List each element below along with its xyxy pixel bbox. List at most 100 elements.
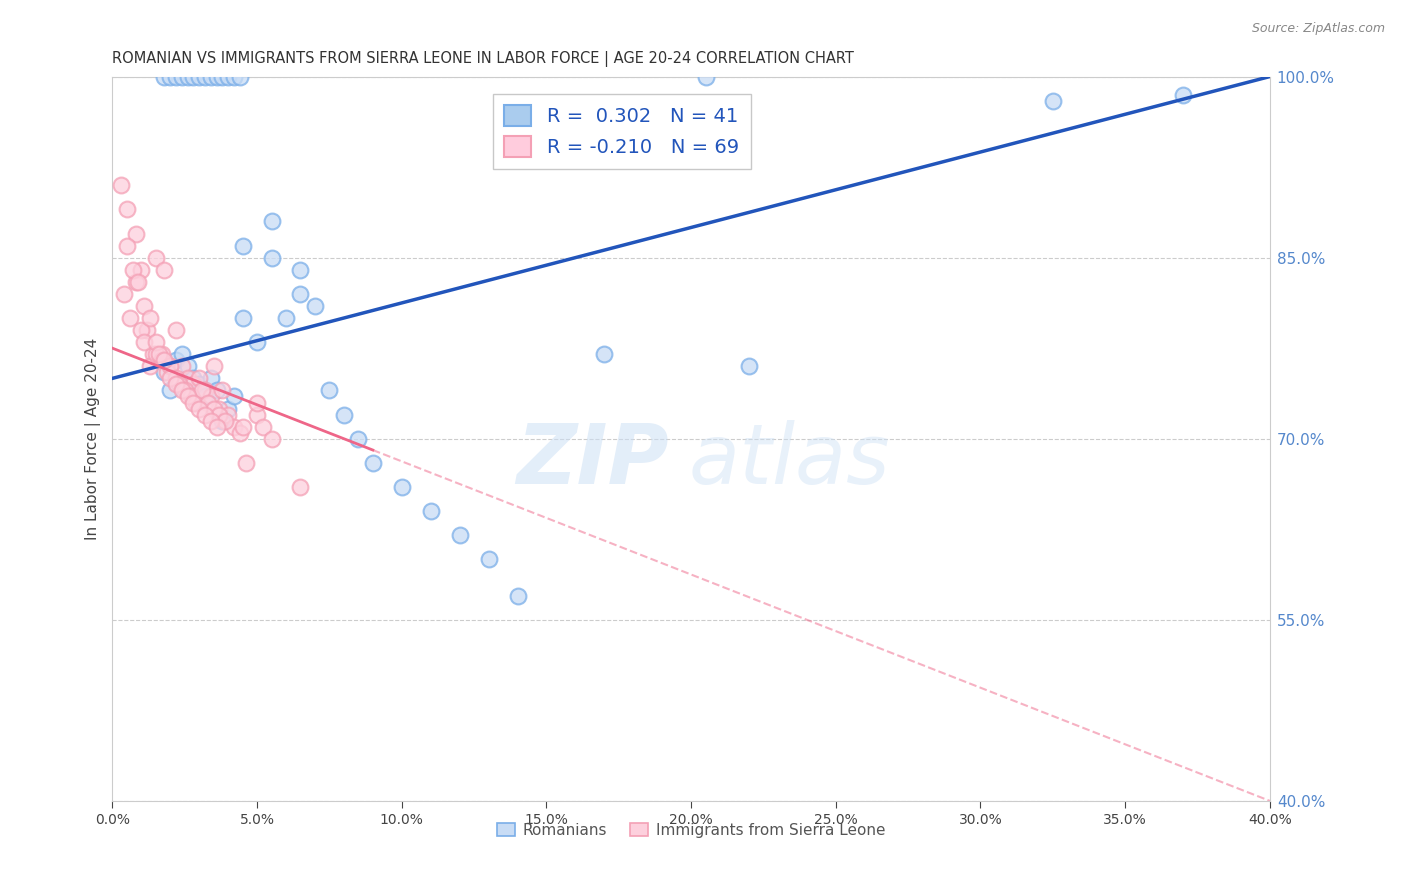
Point [318, 384, 340, 398]
Point [153, 365, 176, 379]
Point [115, 238, 138, 252]
Point [260, 251, 283, 265]
Point [167, 377, 190, 392]
Legend: Romanians, Immigrants from Sierra Leone: Romanians, Immigrants from Sierra Leone [491, 817, 891, 844]
Point [333, 408, 356, 422]
Point [246, 395, 269, 409]
Point [150, 353, 173, 368]
Point [139, 359, 162, 374]
Point [252, 419, 274, 434]
Point [153, 353, 176, 368]
Point [260, 432, 283, 446]
Point [121, 262, 143, 277]
Point [165, 70, 187, 84]
Point [200, 389, 222, 403]
Point [145, 335, 167, 350]
Point [205, 384, 228, 398]
Point [290, 262, 312, 277]
Point [145, 251, 167, 265]
Point [188, 377, 211, 392]
Point [235, 456, 257, 470]
Point [222, 70, 245, 84]
Point [159, 359, 181, 374]
Point [1171, 87, 1194, 102]
Point [170, 347, 193, 361]
Point [159, 70, 181, 84]
Point [246, 408, 269, 422]
Point [290, 480, 312, 494]
Point [136, 323, 159, 337]
Point [139, 311, 162, 326]
Point [176, 70, 198, 84]
Point [304, 299, 326, 313]
Point [222, 419, 245, 434]
Text: atlas: atlas [689, 420, 890, 501]
Point [150, 347, 173, 361]
Point [194, 384, 217, 398]
Point [391, 480, 413, 494]
Point [229, 70, 252, 84]
Point [211, 384, 233, 398]
Point [165, 323, 187, 337]
Point [142, 347, 165, 361]
Point [229, 425, 252, 440]
Point [290, 286, 312, 301]
Point [200, 70, 222, 84]
Point [695, 70, 717, 84]
Point [165, 377, 187, 392]
Point [194, 389, 217, 403]
Point [211, 70, 233, 84]
Point [1042, 94, 1064, 108]
Point [183, 395, 205, 409]
Point [208, 408, 231, 422]
Point [170, 359, 193, 374]
Point [183, 377, 205, 392]
Point [145, 347, 167, 361]
Point [194, 408, 217, 422]
Point [194, 70, 217, 84]
Point [347, 432, 370, 446]
Point [205, 419, 228, 434]
Point [165, 371, 187, 385]
Point [449, 528, 471, 542]
Point [232, 419, 254, 434]
Point [124, 275, 146, 289]
Point [188, 401, 211, 416]
Point [506, 589, 529, 603]
Y-axis label: In Labor Force | Age 20-24: In Labor Force | Age 20-24 [86, 337, 101, 540]
Point [188, 70, 211, 84]
Point [153, 262, 176, 277]
Point [134, 299, 156, 313]
Point [419, 504, 441, 518]
Point [134, 335, 156, 350]
Point [246, 335, 269, 350]
Text: Source: ZipAtlas.com: Source: ZipAtlas.com [1251, 22, 1385, 36]
Point [211, 414, 233, 428]
Point [165, 353, 187, 368]
Point [232, 238, 254, 252]
Point [191, 384, 214, 398]
Point [170, 70, 193, 84]
Point [127, 275, 149, 289]
Point [124, 227, 146, 241]
Point [183, 70, 205, 84]
Point [217, 408, 239, 422]
Point [202, 359, 225, 374]
Point [738, 359, 761, 374]
Point [170, 384, 193, 398]
Text: ZIP: ZIP [516, 420, 669, 501]
Point [180, 389, 202, 403]
Point [176, 359, 198, 374]
Point [202, 401, 225, 416]
Point [477, 552, 499, 566]
Text: ROMANIAN VS IMMIGRANTS FROM SIERRA LEONE IN LABOR FORCE | AGE 20-24 CORRELATION : ROMANIAN VS IMMIGRANTS FROM SIERRA LEONE… [112, 51, 855, 67]
Point [131, 262, 153, 277]
Point [222, 389, 245, 403]
Point [153, 70, 176, 84]
Point [217, 70, 239, 84]
Point [214, 414, 236, 428]
Point [361, 456, 384, 470]
Point [197, 395, 219, 409]
Point [115, 202, 138, 217]
Point [186, 395, 208, 409]
